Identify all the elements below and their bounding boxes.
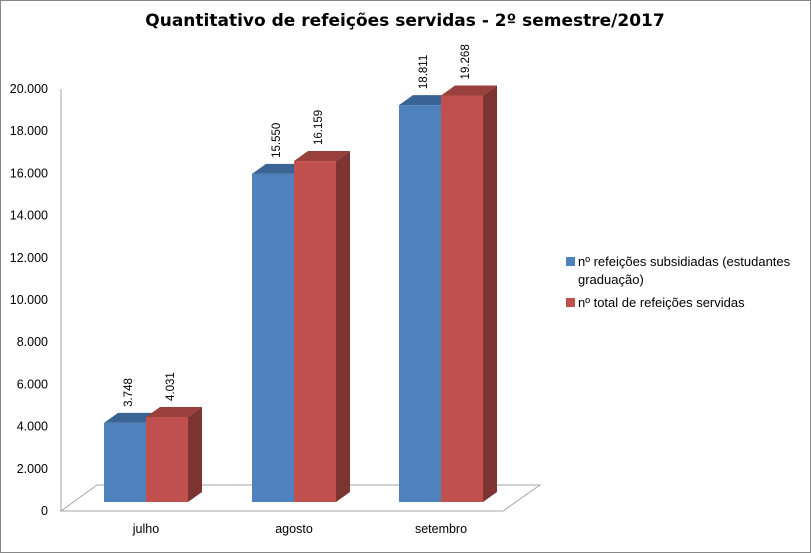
y-tick-label: 16.000 (10, 166, 48, 180)
y-tick-label: 10.000 (10, 293, 48, 307)
bar-top (294, 151, 350, 162)
data-label: 19.268 (460, 44, 472, 79)
y-tick-label: 6.000 (17, 377, 48, 391)
chart-title: Quantitativo de refeições servidas - 2º … (145, 11, 664, 31)
bar (294, 161, 336, 502)
y-tick-label: 2.000 (17, 462, 48, 476)
y-tick-label: 20.000 (10, 82, 48, 96)
bar-top (146, 406, 202, 417)
y-tick-label: 12.000 (10, 251, 48, 265)
bar-side (483, 85, 497, 503)
y-tick-label: 14.000 (10, 209, 48, 223)
bar-side (336, 151, 350, 502)
y-tick-label: 18.000 (10, 124, 48, 138)
data-label: 15.550 (271, 123, 283, 158)
bar (104, 422, 146, 502)
data-label: 18.811 (418, 55, 430, 89)
y-tick-label: 8.000 (17, 335, 48, 349)
legend-swatch (566, 298, 575, 307)
legend-label: nº refeições subsidiadas (estudantes (578, 254, 791, 269)
data-label: 3.748 (123, 378, 135, 407)
bar (252, 173, 294, 502)
bar (399, 105, 441, 503)
data-label: 16.159 (313, 110, 325, 145)
legend-label: graduação) (578, 272, 644, 287)
bar-side (188, 406, 202, 502)
y-tick-label: 0 (41, 504, 48, 518)
bar (146, 416, 188, 502)
bar (441, 95, 483, 503)
x-tick-label: agosto (275, 522, 313, 536)
bar-top (441, 85, 497, 96)
legend-swatch (566, 257, 575, 266)
x-tick-label: julho (132, 522, 159, 536)
y-tick-label: 4.000 (17, 420, 48, 434)
data-label: 4.031 (165, 372, 177, 401)
floor (59, 484, 542, 512)
legend-label: nº total de refeições servidas (578, 295, 745, 310)
x-tick-label: setembro (415, 522, 467, 536)
